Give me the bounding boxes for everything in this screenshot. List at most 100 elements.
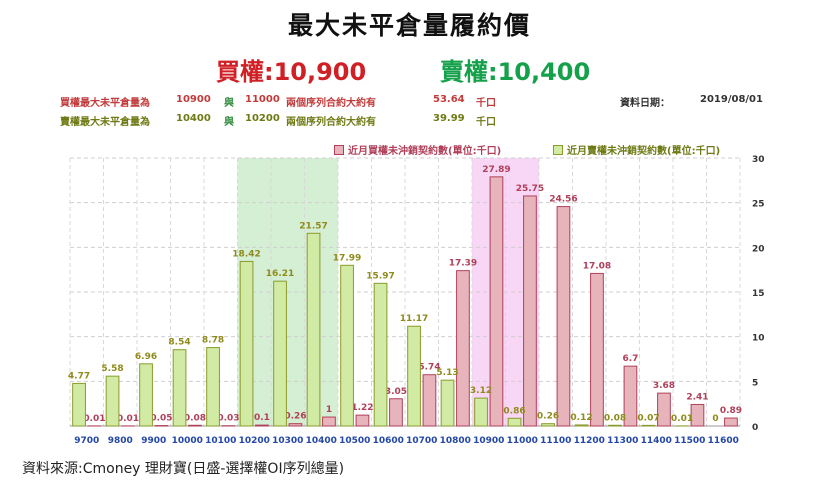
call-max-strike-label: 買權:10,900 <box>216 58 367 86</box>
legend-put-label: 近月賣權未沖銷契約數(單位:千口) <box>567 146 721 157</box>
put-bar <box>507 417 522 427</box>
x-tick-label: 10700 <box>406 436 437 446</box>
legend-put: 近月賣權未沖銷契約數(單位:千口) <box>553 142 720 157</box>
call-bar <box>690 403 705 427</box>
call-value-label: 27.89 <box>482 165 510 175</box>
call-value-label: 0.26 <box>284 412 306 422</box>
put-max-strike-label: 賣權:10,400 <box>440 58 591 86</box>
x-tick-label: 10800 <box>440 436 471 446</box>
put-value-label: 3.12 <box>470 386 492 396</box>
put-bar <box>239 260 254 427</box>
data-date-label: 資料日期： <box>620 98 670 109</box>
put-bar <box>474 397 488 427</box>
put-value-label: 15.97 <box>366 271 394 281</box>
y-tick-label: 0 <box>752 423 758 433</box>
put-info-phrase: 兩個序列合約大約有 <box>286 117 376 128</box>
call-info-unit: 千口 <box>476 98 496 109</box>
put-info-prefix: 賣權最大未平倉量為 <box>60 117 150 128</box>
x-tick-label: 10900 <box>473 436 504 446</box>
call-bar <box>724 417 738 427</box>
put-info-and: 與 <box>224 117 234 128</box>
put-value-label: 5.13 <box>436 368 458 378</box>
put-value-label: 17.99 <box>333 253 361 263</box>
put-value-label: 0.08 <box>604 413 626 423</box>
put-value-label: 0.12 <box>570 413 592 423</box>
x-tick-label: 11500 <box>674 436 705 446</box>
y-tick-label: 20 <box>752 244 765 254</box>
y-tick-label: 5 <box>752 378 758 388</box>
call-value-label: 24.56 <box>549 195 577 205</box>
put-bar <box>608 424 622 427</box>
x-tick-label: 11400 <box>641 436 672 446</box>
call-bar <box>355 414 370 427</box>
call-bar <box>322 416 336 427</box>
call-value-label: 0.01 <box>83 414 105 424</box>
call-bar <box>489 176 504 427</box>
call-bar <box>523 195 537 427</box>
call-info-strike2: 11000 <box>245 94 280 105</box>
call-info-phrase: 兩個序列合約大約有 <box>286 98 376 109</box>
call-value-label: 1.22 <box>351 403 373 413</box>
legend-call: 近月買權未沖銷契約數(單位:千口) <box>334 142 501 157</box>
put-bar <box>373 282 388 427</box>
legend-put-swatch <box>553 145 563 155</box>
call-info-strike1: 10900 <box>176 94 211 105</box>
call-bar <box>422 374 437 427</box>
put-value-label: 0.26 <box>537 412 559 422</box>
call-bar <box>657 392 671 427</box>
y-tick-label: 25 <box>752 200 765 210</box>
put-info-unit: 千口 <box>476 117 496 128</box>
put-value-label: 18.42 <box>232 249 260 259</box>
x-tick-label: 10100 <box>205 436 236 446</box>
x-tick-label: 11100 <box>540 436 571 446</box>
call-value-label: 1 <box>326 405 332 415</box>
call-value-label: 2.41 <box>686 392 708 402</box>
put-bar <box>72 382 86 427</box>
call-info-and: 與 <box>224 98 234 109</box>
put-bar <box>306 232 321 427</box>
call-info-prefix: 買權最大未平倉量為 <box>60 98 150 109</box>
put-bar <box>273 280 287 427</box>
x-tick-label: 9800 <box>108 436 133 446</box>
put-info-amount: 39.99 <box>433 113 465 124</box>
call-value-label: 0.05 <box>150 414 172 424</box>
call-bar <box>389 398 403 427</box>
call-bar <box>556 206 571 427</box>
legend-call-label: 近月買權未沖銷契約數(單位:千口) <box>348 146 502 157</box>
put-value-label: 8.54 <box>168 338 190 348</box>
x-tick-label: 11300 <box>607 436 638 446</box>
put-bar <box>641 424 656 427</box>
call-bar <box>188 424 202 427</box>
put-info-strike2: 10200 <box>245 113 280 124</box>
call-value-label: 5.74 <box>418 363 440 373</box>
call-info-amount: 53.64 <box>433 94 465 105</box>
call-value-label: 0.03 <box>217 414 239 424</box>
call-value-label: 0.89 <box>720 406 742 416</box>
put-value-label: 0.01 <box>671 414 693 424</box>
put-bar <box>172 349 187 427</box>
put-bar <box>407 325 421 427</box>
put-value-label: 8.78 <box>202 336 224 346</box>
y-tick-label: 10 <box>752 334 765 344</box>
x-tick-label: 9700 <box>74 436 99 446</box>
call-value-label: 0.1 <box>254 413 270 423</box>
put-value-label: 4.77 <box>68 371 90 381</box>
y-tick-label: 15 <box>752 289 765 299</box>
x-tick-label: 10000 <box>172 436 203 446</box>
call-value-label: 17.08 <box>583 261 611 271</box>
put-bar <box>574 424 589 427</box>
put-bar <box>206 347 220 427</box>
y-tick-label: 30 <box>752 155 765 165</box>
put-value-label: 6.96 <box>135 352 157 362</box>
x-tick-label: 10500 <box>339 436 370 446</box>
put-value-label: 0 <box>712 414 718 424</box>
x-tick-label: 10600 <box>373 436 404 446</box>
put-value-label: 21.57 <box>299 221 327 231</box>
put-bar <box>139 363 153 427</box>
put-value-label: 16.21 <box>266 269 294 279</box>
put-bar <box>440 379 455 427</box>
source-note: 資料來源:Cmoney 理財寶(日盛-選擇權OI序列總量) <box>22 461 345 477</box>
call-value-label: 0.01 <box>117 414 139 424</box>
put-bar <box>105 375 120 427</box>
